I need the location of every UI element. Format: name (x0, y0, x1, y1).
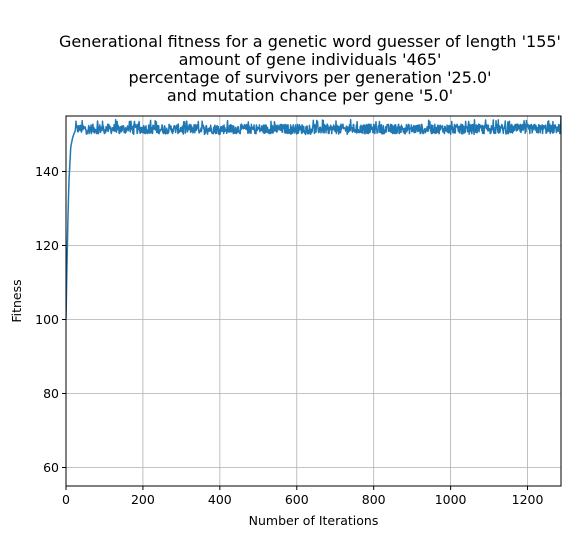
x-tick-label: 600 (285, 492, 309, 507)
chart-title: Generational fitness for a genetic word … (59, 32, 561, 105)
y-tick-label: 140 (35, 164, 59, 179)
x-tick-label: 800 (362, 492, 386, 507)
fitness-series-line (66, 115, 561, 320)
axes-frame (65, 115, 562, 487)
axes-border (65, 115, 562, 487)
chart-title-line: amount of gene individuals '465' (179, 50, 442, 69)
y-axis-label: Fitness (9, 279, 24, 322)
x-tick-label: 1200 (512, 492, 544, 507)
chart-title-line: and mutation chance per gene '5.0' (167, 86, 453, 105)
plot-area (66, 115, 561, 320)
y-tick-label: 60 (43, 460, 59, 475)
x-tick-label: 1000 (435, 492, 467, 507)
y-axis-ticks: 60 80 100 120 140 (35, 164, 66, 475)
x-tick-label: 200 (131, 492, 155, 507)
y-tick-label: 80 (43, 386, 59, 401)
x-axis-ticks: 0 200 400 600 800 1000 1200 (62, 486, 543, 507)
chart-title-line: Generational fitness for a genetic word … (59, 32, 561, 51)
y-tick-label: 120 (35, 238, 59, 253)
y-tick-label: 100 (35, 312, 59, 327)
x-tick-label: 400 (208, 492, 232, 507)
chart-title-line: percentage of survivors per generation '… (128, 68, 491, 87)
grid-lines (65, 116, 561, 486)
x-axis-label: Number of Iterations (249, 513, 379, 528)
x-tick-label: 0 (62, 492, 70, 507)
